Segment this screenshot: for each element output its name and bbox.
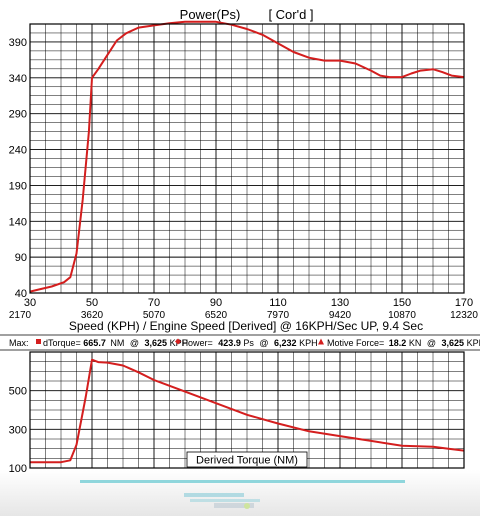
top-chart-grid — [29, 23, 465, 294]
footer-accent-bar — [80, 480, 405, 483]
top-x2-tick-label: 9420 — [329, 310, 352, 321]
top-x2-tick-label: 12320 — [450, 310, 478, 321]
stat-power-rpm: 6,232 — [274, 338, 297, 348]
svg-text:Power= 423.9 Ps: Power= 423.9 Ps @ 6,232 KPH — [182, 338, 318, 348]
bottom-chart-grid — [29, 351, 465, 469]
top-x-tick-label: 150 — [393, 297, 411, 309]
stats-label: Max: — [9, 338, 29, 348]
top-y-tick-label: 90 — [15, 252, 27, 264]
stat-power-name: Power= — [182, 338, 213, 348]
stat-dtorque-at: @ — [130, 338, 139, 348]
top-x-tick-label: 50 — [86, 297, 98, 309]
torque-curve-line — [30, 358, 465, 464]
power-curve-line — [29, 20, 465, 293]
torque-label: Derived Torque (NM) — [196, 455, 298, 467]
top-chart-frame — [29, 23, 465, 294]
top-x-tick-labels: 30 50 70 90 110 130 150 170 — [24, 297, 473, 309]
stat-motive-force: Motive Force= 18.2 KN @ 3,625 KPH — [318, 338, 480, 348]
top-x2-tick-labels: 2170 3620 5070 6520 7970 9420 10870 12320 — [9, 310, 478, 321]
top-x2-tick-label: 2170 — [9, 310, 32, 321]
top-x-tick-label: 30 — [24, 297, 36, 309]
stat-power-at: @ — [259, 338, 268, 348]
svg-text:Motive Force= 18.2: Motive Force= 18.2 KN @ 3,625 KPH — [327, 338, 480, 348]
top-x-tick-label: 90 — [210, 297, 222, 309]
top-x2-tick-label: 6520 — [205, 310, 228, 321]
stat-force-name: Motive Force= — [327, 338, 384, 348]
bottom-chart-frame — [29, 351, 465, 469]
top-x2-tick-label: 3620 — [81, 310, 104, 321]
stat-dtorque-rpm: 3,625 — [145, 338, 168, 348]
stat-force-unit: KN — [409, 338, 422, 348]
top-y-tick-label: 290 — [9, 109, 27, 121]
stat-force-at: @ — [427, 338, 436, 348]
stat-force-rpm-unit: KPH — [467, 338, 480, 348]
x-axis-title: Speed (KPH) / Engine Speed [Derived] @ 1… — [69, 319, 423, 333]
top-y-tick-label: 190 — [9, 180, 27, 192]
top-y-tick-label: 340 — [9, 73, 27, 85]
top-x2-tick-label: 10870 — [388, 310, 416, 321]
top-y-tick-label: 140 — [9, 216, 27, 228]
top-y-tick-label: 390 — [9, 37, 27, 49]
top-y-tick-label: 40 — [15, 288, 27, 300]
stat-force-rpm: 3,625 — [442, 338, 465, 348]
stat-dtorque-value: 665.7 — [83, 338, 106, 348]
chart-title: Power(Ps) — [180, 7, 241, 22]
torque-label-box — [186, 451, 308, 468]
diamond-marker-icon — [175, 338, 181, 345]
top-x-tick-label: 70 — [148, 297, 160, 309]
stat-force-value: 18.2 — [389, 338, 407, 348]
top-y-tick-labels: 40 90 140 190 240 290 340 390 — [9, 37, 27, 300]
power-series — [29, 20, 465, 293]
top-x-tick-label: 110 — [269, 297, 287, 309]
triangle-marker-icon — [318, 338, 324, 345]
logo-watermark — [184, 493, 260, 509]
top-x-tick-label: 170 — [455, 297, 473, 309]
top-x2-tick-label: 5070 — [143, 310, 166, 321]
stat-power-unit: Ps — [243, 338, 254, 348]
bottom-y-tick-labels: 100 300 500 — [9, 386, 27, 475]
stat-power-value: 423.9 — [218, 338, 241, 348]
top-y-tick-label: 240 — [9, 145, 27, 157]
top-x-tick-label: 130 — [331, 297, 349, 309]
stat-dtorque-unit: NM — [110, 338, 124, 348]
stat-power-rpm-unit: KPH — [299, 338, 318, 348]
stat-dtorque-name: dTorque= — [43, 338, 81, 348]
svg-text:dTorque= 665.7 NM: dTorque= 665.7 NM @ 3,625 KPH — [43, 338, 188, 348]
bottom-y-tick-label: 500 — [9, 386, 27, 398]
square-marker-icon — [36, 339, 41, 344]
bottom-y-tick-label: 100 — [9, 463, 27, 475]
top-x2-tick-label: 7970 — [267, 310, 290, 321]
stat-dtorque: dTorque= 665.7 NM @ 3,625 KPH — [36, 338, 188, 348]
torque-series — [30, 358, 465, 464]
chart-subtitle: [ Cor'd ] — [268, 7, 313, 22]
stat-power: Power= 423.9 Ps @ 6,232 KPH — [175, 338, 318, 348]
bottom-y-tick-label: 300 — [9, 424, 27, 436]
